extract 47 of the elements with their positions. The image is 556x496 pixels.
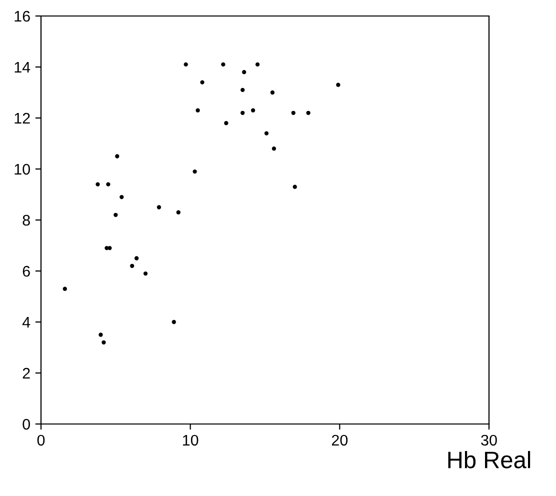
y-tick-label: 0 [22,418,30,430]
point [176,210,180,214]
x-tick-label: 0 [37,434,45,446]
x-tick-label: 10 [183,434,198,446]
point [98,332,103,337]
point [272,146,276,151]
point [192,169,197,174]
point [96,182,100,186]
point [134,256,139,260]
y-tick-label: 8 [22,214,30,226]
point [115,154,120,158]
y-tick-label: 16 [14,10,30,22]
point [196,108,200,112]
point [306,110,310,115]
point [292,184,297,189]
x-tick-label: 20 [332,434,348,446]
point [130,264,134,268]
x-axis-title: Hb Real [448,450,530,468]
point [102,340,106,344]
point [106,182,110,186]
point [221,62,226,67]
point [264,131,269,136]
x-tick-label: 30 [481,434,497,446]
y-tick-label: 12 [14,112,30,124]
point [336,82,340,87]
point [270,90,275,95]
point [240,110,245,115]
point [255,62,260,67]
point [62,286,67,291]
point [184,62,188,67]
y-tick-label: 10 [14,164,30,175]
point [240,88,245,92]
point [200,80,204,84]
point [108,246,112,250]
point [156,205,162,210]
point [291,110,296,115]
point [172,320,176,324]
point [250,108,256,112]
point [120,194,124,200]
point [242,70,246,74]
y-tick-label: 2 [22,368,30,379]
y-tick-label: 4 [22,317,30,328]
point [143,271,148,276]
y-tick-label: 6 [22,266,30,277]
point [224,121,228,126]
point [114,212,118,217]
y-tick-label: 14 [14,62,30,73]
